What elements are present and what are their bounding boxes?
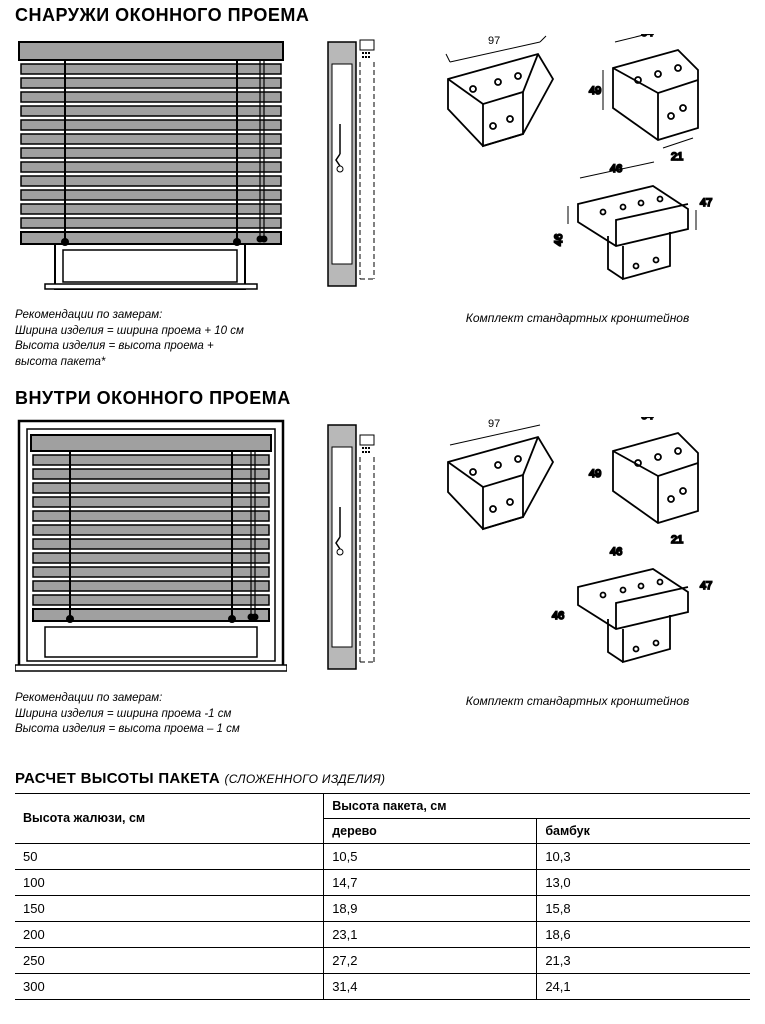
dim-21a: 21	[671, 151, 683, 163]
calc-title-wrap: РАСЧЕТ ВЫСОТЫ ПАКЕТА (СЛОЖЕННОГО ИЗДЕЛИЯ…	[15, 770, 750, 787]
section1-brackets-col: 97 64 49 21	[405, 34, 750, 325]
section2-profile-col	[295, 417, 405, 682]
dim-21b: 21	[671, 534, 683, 546]
cell-w: 31,4	[324, 973, 537, 999]
section2-title: ВНУТРИ ОКОННОГО ПРОЕМА	[15, 388, 750, 409]
cell-w: 10,5	[324, 843, 537, 869]
cell-h: 200	[15, 921, 324, 947]
dim-49b: 49	[589, 468, 601, 480]
blind-outside-diagram	[15, 34, 287, 294]
section2-note-l2: Высота изделия = высота проема – 1 см	[15, 723, 240, 735]
dim-46a-2: 46	[610, 546, 622, 558]
th-bamboo: бамбук	[537, 818, 750, 843]
cell-b: 21,3	[537, 947, 750, 973]
table-row: 10014,713,0	[15, 869, 750, 895]
cell-w: 14,7	[324, 869, 537, 895]
calc-title: РАСЧЕТ ВЫСОТЫ ПАКЕТА	[15, 770, 220, 787]
section1-note: Рекомендации по замерам: Ширина изделия …	[15, 308, 295, 370]
cell-b: 10,3	[537, 843, 750, 869]
dim-47-2: 47	[700, 580, 712, 592]
section1-note-l2: Высота изделия = высота проема +	[15, 340, 214, 352]
dim-64a: 64	[641, 34, 653, 39]
bracket-caption-1: Комплект стандартных кронштейнов	[405, 311, 750, 325]
section-inside: ВНУТРИ ОКОННОГО ПРОЕМА	[15, 388, 750, 738]
section1-profile-col	[295, 34, 405, 299]
table-row: 5010,510,3	[15, 843, 750, 869]
calc-table: Высота жалюзи, см Высота пакета, см дере…	[15, 793, 750, 1000]
section2-note-lead: Рекомендации по замерам:	[15, 692, 162, 704]
section1-note-lead: Рекомендации по замерам:	[15, 309, 162, 321]
brackets-diagram-1: 97 64 49 21	[428, 34, 728, 294]
cell-b: 24,1	[537, 973, 750, 999]
cell-h: 250	[15, 947, 324, 973]
cell-h: 150	[15, 895, 324, 921]
table-row: 25027,221,3	[15, 947, 750, 973]
dim-64b: 64	[641, 417, 653, 422]
section-outside: СНАРУЖИ ОКОННОГО ПРОЕМА	[15, 5, 750, 370]
cell-w: 27,2	[324, 947, 537, 973]
table-row: 20023,118,6	[15, 921, 750, 947]
dim-46a-1: 46	[610, 163, 622, 175]
calc-subtitle: (СЛОЖЕННОГО ИЗДЕЛИЯ)	[224, 772, 385, 786]
bracket-caption-2: Комплект стандартных кронштейнов	[405, 694, 750, 708]
section1-note-l1: Ширина изделия = ширина проема + 10 см	[15, 325, 244, 337]
section1-row: Рекомендации по замерам: Ширина изделия …	[15, 34, 750, 370]
blind-inside-diagram	[15, 417, 287, 677]
cell-b: 15,8	[537, 895, 750, 921]
dim-97a: 97	[488, 35, 500, 47]
section2-row: Рекомендации по замерам: Ширина изделия …	[15, 417, 750, 738]
cell-w: 23,1	[324, 921, 537, 947]
section1-note-l3: высота пакета*	[15, 356, 105, 368]
section2-note-l1: Ширина изделия = ширина проема -1 см	[15, 708, 231, 720]
th-height: Высота жалюзи, см	[15, 793, 324, 843]
section1-title: СНАРУЖИ ОКОННОГО ПРОЕМА	[15, 5, 750, 26]
section2-blind-col: Рекомендации по замерам: Ширина изделия …	[15, 417, 295, 738]
cell-w: 18,9	[324, 895, 537, 921]
dim-97b: 97	[488, 418, 500, 430]
profile-inside-diagram	[310, 417, 390, 677]
dim-47-1: 47	[700, 197, 712, 209]
th-wood: дерево	[324, 818, 537, 843]
section1-blind-col: Рекомендации по замерам: Ширина изделия …	[15, 34, 295, 370]
cell-h: 100	[15, 869, 324, 895]
dim-46b-2: 46	[552, 610, 564, 622]
cell-b: 13,0	[537, 869, 750, 895]
cell-h: 50	[15, 843, 324, 869]
dim-46b-1: 46	[553, 234, 565, 246]
cell-b: 18,6	[537, 921, 750, 947]
brackets-diagram-2: 97 64 49 21	[428, 417, 728, 677]
table-row: 30031,424,1	[15, 973, 750, 999]
cell-h: 300	[15, 973, 324, 999]
table-row: 15018,915,8	[15, 895, 750, 921]
section2-brackets-col: 97 64 49 21	[405, 417, 750, 708]
dim-49a: 49	[589, 85, 601, 97]
profile-outside-diagram	[310, 34, 390, 294]
section2-note: Рекомендации по замерам: Ширина изделия …	[15, 691, 295, 738]
th-pack: Высота пакета, см	[324, 793, 750, 818]
